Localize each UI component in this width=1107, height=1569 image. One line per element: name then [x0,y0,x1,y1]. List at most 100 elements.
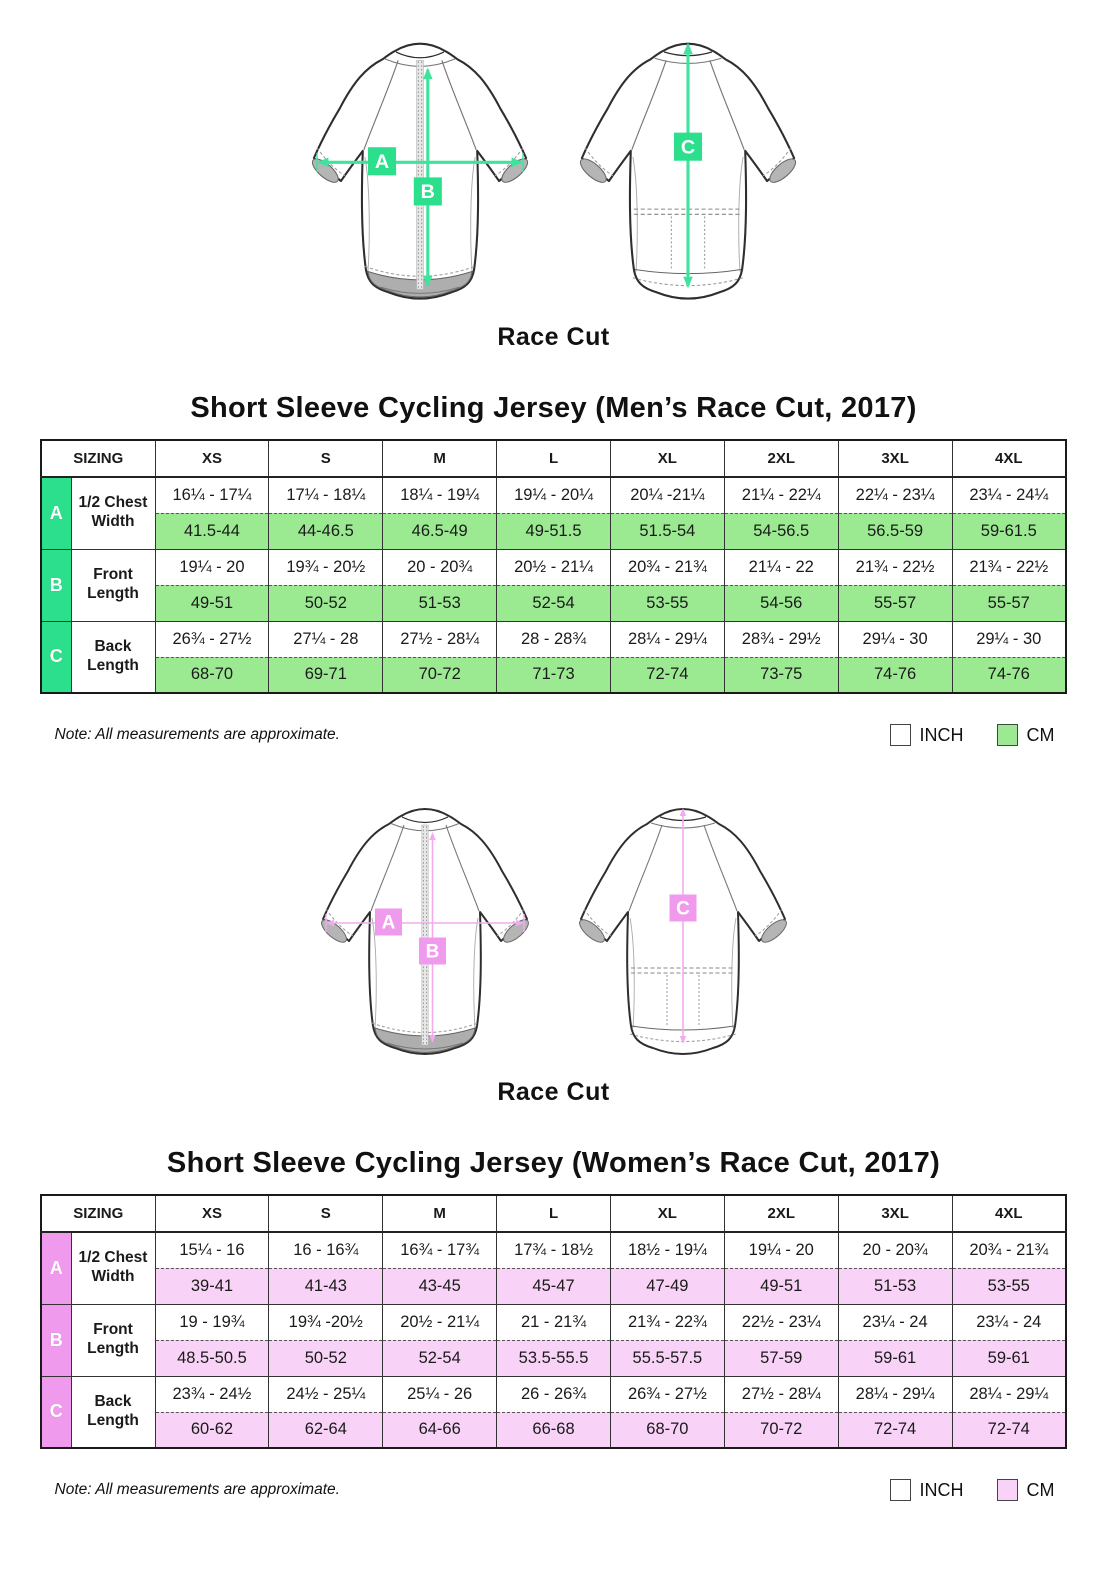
cm-value-cell: 70-72 [723,1412,839,1449]
inch-value-cell: 20½ - 21¼ [382,1303,498,1341]
size-column-header-2xl: 2XL [723,439,839,478]
measurement-row-cm: 68-70 69-71 70-72 71-73 72-74 73-75 74-76 74-76 [41,657,1067,694]
womens-note-row: Note: All measurements are approximate. … [53,1479,1055,1501]
cm-value-cell: 68-70 [154,657,270,694]
inch-legend-label: INCH [919,1479,964,1500]
cm-value-cell: 45-47 [496,1268,611,1305]
inch-value-cell: 20¾ - 21¾ [951,1231,1067,1269]
back-length-label: C [673,132,702,161]
back-length-arrow [682,42,693,289]
measurement-row-cm: 48.5-50.5 50-52 52-54 53.5-55.5 55.5-57.5 57-… [41,1340,1067,1377]
cm-value-cell: 51.5-54 [609,513,725,550]
cm-legend-label: CM [1026,1479,1055,1500]
inch-value-cell: 19 - 19¾ [154,1303,270,1341]
mens-note: Note: All measurements are approximate. [54,726,340,743]
left-cuff-opening [579,158,607,183]
inch-value-cell: 25¼ - 26 [382,1375,498,1413]
cm-value-cell: 53-55 [951,1268,1067,1305]
cm-value-cell: 52-54 [382,1340,498,1377]
inch-value-cell: 23¾ - 24½ [154,1375,270,1413]
cm-value-cell: 50-52 [268,585,384,622]
table-header-row: SIZING XS S M L XL 2XL 3XL 4XL [40,1194,1067,1233]
left-side-seam [631,157,638,272]
cm-value-cell: 49-51 [723,1268,839,1305]
chest-width-arrow [324,914,525,932]
cm-swatch [996,1479,1018,1501]
measure-key-a: A [40,476,72,550]
cm-value-cell: 44-46.5 [268,513,384,550]
right-cuff-opening [760,919,787,943]
inch-value-cell: 26¾ - 27½ [154,620,270,658]
measure-key-b: B [40,1303,72,1377]
inch-value-cell: 16 - 16¾ [268,1231,384,1269]
cm-value-cell: 64-66 [382,1412,498,1449]
cm-legend-label: CM [1026,724,1055,745]
sizing-header: SIZING [40,1194,156,1233]
cm-value-cell: 74-76 [951,657,1067,694]
cm-value-cell: 66-68 [496,1412,611,1449]
size-column-header-4xl: 4XL [951,1194,1067,1233]
inch-value-cell: 21¼ - 22¼ [723,476,839,514]
size-column-header-l: L [496,1194,611,1233]
cm-value-cell: 55.5-57.5 [609,1340,725,1377]
jersey-front-svg: A B [311,42,528,300]
inch-value-cell: 29¼ - 30 [837,620,953,658]
cm-value-cell: 48.5-50.5 [154,1340,270,1377]
inch-value-cell: 21 - 21¾ [496,1303,611,1341]
size-column-header-xs: XS [154,1194,270,1233]
chest-width-label: A [374,908,402,936]
left-raglan-seam [627,824,663,912]
inch-value-cell: 19¼ - 20 [154,548,270,586]
inch-value-cell: 27½ - 28¼ [723,1375,839,1413]
size-column-header-3xl: 3XL [837,1194,953,1233]
collar-inner [401,816,448,824]
cm-value-cell: 72-74 [837,1412,953,1449]
cm-value-cell: 50-52 [268,1340,384,1377]
inch-value-cell: 26¾ - 27½ [609,1375,725,1413]
womens-note: Note: All measurements are approximate. [54,1481,340,1498]
cm-value-cell: 55-57 [951,585,1067,622]
inch-value-cell: 23¼ - 24 [837,1303,953,1341]
right-cuff-opening [502,919,529,943]
measurement-row-inch: B Front Length 19 - 19¾ 19¾ -20½ 20½ - 21¼ 21… [40,1303,1067,1377]
inch-value-cell: 29¼ - 30 [951,620,1067,658]
inch-value-cell: 28¾ - 29½ [723,620,839,658]
inch-value-cell: 16¼ - 17¼ [154,476,270,514]
inch-value-cell: 18¼ - 19¼ [382,476,498,514]
collar-inner [395,51,444,59]
womens-jersey-front-diagram: A B [305,792,545,1064]
cm-value-cell: 68-70 [609,1412,725,1449]
inch-value-cell: 20¾ - 21¾ [609,548,725,586]
womens-size-table: SIZING XS S M L XL 2XL 3XL 4XL A 1/2 Chest Width 15… [40,1194,1067,1449]
cm-value-cell: 39-41 [154,1268,270,1305]
svg-text:C: C [680,136,694,158]
size-column-header-xs: XS [154,439,270,478]
inch-value-cell: 20¼ -21¼ [609,476,725,514]
cm-value-cell: 59-61.5 [951,513,1067,550]
inch-value-cell: 27½ - 28¼ [382,620,498,658]
right-side-seam [469,157,476,272]
womens-table-title: Short Sleeve Cycling Jersey (Women’s Rac… [166,1147,941,1179]
cm-value-cell: 49-51 [154,585,270,622]
size-column-header-l: L [496,439,611,478]
left-raglan-seam [362,60,399,151]
size-column-header-3xl: 3XL [837,439,953,478]
measurement-row-cm: 49-51 50-52 51-53 52-54 53-55 54-56 55-57 55-57 [41,585,1067,622]
left-side-seam [363,157,370,272]
cm-value-cell: 54-56.5 [723,513,839,550]
right-raglan-seam [708,60,745,151]
inch-value-cell: 15¼ - 16 [154,1231,270,1269]
left-raglan-seam [369,824,405,912]
inch-value-cell: 20 - 20¾ [382,548,498,586]
chest-width-label: A [367,147,396,176]
right-raglan-seam [444,824,480,912]
cm-value-cell: 59-61 [837,1340,953,1377]
front-length-label: B [413,177,442,206]
svg-text:A: A [374,151,388,173]
cm-value-cell: 43-45 [382,1268,498,1305]
cm-value-cell: 72-74 [951,1412,1067,1449]
measurement-row-inch: A 1/2 Chest Width 15¼ - 16 16 - 16¾ 16¾ - 17… [40,1231,1067,1305]
jersey-back-svg: C [578,808,787,1055]
inch-swatch [889,724,911,746]
measure-key-a: A [40,1231,72,1305]
